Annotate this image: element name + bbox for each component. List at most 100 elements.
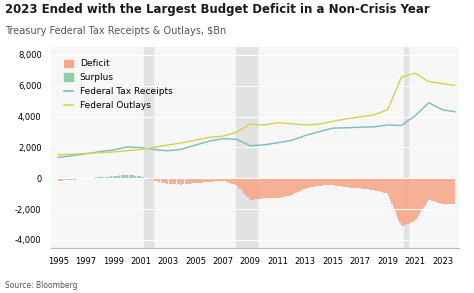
Bar [281,178,282,197]
Bar [122,175,123,178]
Bar [73,178,75,180]
Bar [369,178,370,190]
Bar [84,178,85,179]
Bar [221,178,222,181]
Text: Treasury Federal Tax Receipts & Outlays, $Bn: Treasury Federal Tax Receipts & Outlays,… [5,26,226,36]
Bar [245,178,246,195]
Bar [366,178,367,189]
Bar [258,178,259,199]
Bar [315,178,316,186]
Bar [97,177,98,178]
Bar [158,178,159,182]
Bar [438,178,439,203]
Bar [261,178,262,198]
Bar [173,178,174,184]
Bar [282,178,283,197]
Bar [114,176,115,178]
Bar [215,178,217,181]
Bar [333,178,334,185]
Bar [392,178,394,207]
Bar [183,178,184,184]
Bar [178,178,179,184]
Bar [225,178,226,181]
Bar [349,178,350,188]
Bar [227,178,228,182]
Bar [336,178,337,185]
Bar [219,178,220,181]
Bar [191,178,192,183]
Bar [119,176,120,178]
Bar [220,178,221,181]
Bar [367,178,369,190]
Bar [375,178,376,191]
Bar [413,178,414,222]
Bar [253,178,254,200]
Bar [229,178,230,183]
Bar [101,177,102,178]
Bar [361,178,362,189]
Bar [295,178,297,193]
Bar [66,178,67,180]
Bar [242,178,243,191]
Bar [332,178,333,185]
Bar [244,178,245,194]
Bar [210,178,211,182]
Bar [175,178,176,184]
Bar [338,178,339,186]
Bar [98,177,99,178]
Bar [79,178,81,179]
Bar [213,178,214,182]
Bar [397,178,398,218]
Bar [195,178,196,183]
Bar [373,178,374,190]
Bar [395,178,396,212]
Bar [404,178,405,225]
Bar [260,178,261,199]
Bar [365,178,366,189]
Bar [179,178,180,185]
Bar [108,177,109,178]
Bar [356,178,357,188]
Bar [403,178,404,226]
Bar [153,178,154,180]
Bar [174,178,175,184]
Bar [204,178,205,183]
Bar [450,178,451,205]
Bar [439,178,440,203]
Bar [211,178,212,182]
Bar [154,178,155,180]
Bar [278,178,279,198]
Bar [102,177,103,178]
Bar [445,178,447,204]
Bar [230,178,231,183]
Bar [404,47,408,248]
Bar [277,178,278,198]
Bar [322,178,323,185]
Bar [59,178,60,181]
Bar [443,178,444,204]
Bar [299,178,300,191]
Bar [340,178,341,186]
Bar [169,178,170,184]
Bar [323,178,324,185]
Bar [388,178,389,196]
Bar [200,178,201,183]
Bar [353,178,354,188]
Bar [187,178,188,184]
Bar [196,178,197,183]
Bar [239,178,240,189]
Bar [377,178,378,191]
Bar [202,178,203,183]
Bar [370,178,371,190]
Bar [125,175,126,178]
Bar [115,176,116,178]
Bar [290,178,291,195]
Bar [455,178,456,205]
Bar [379,178,380,192]
Bar [123,175,124,178]
Bar [371,178,372,190]
Bar [437,178,438,202]
Bar [350,178,351,188]
Bar [60,178,61,180]
Bar [452,178,453,205]
